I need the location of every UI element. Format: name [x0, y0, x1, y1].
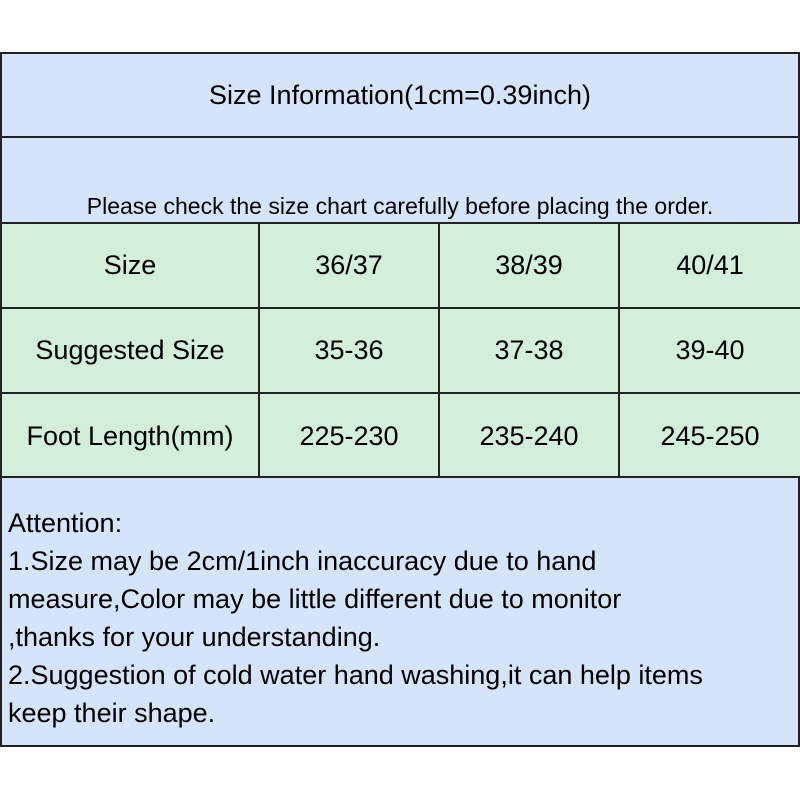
table-cell: 40/41	[618, 222, 800, 309]
attention-heading: Attention:	[8, 508, 123, 538]
attention-notes: Attention: 1.Size may be 2cm/1inch inacc…	[0, 476, 800, 747]
table-cell: 37-38	[438, 307, 620, 394]
chart-subtitle: Please check the size chart carefully be…	[0, 136, 800, 224]
attention-line: measure,Color may be little different du…	[8, 584, 622, 614]
table-cell: 39-40	[618, 307, 800, 394]
table-cell: 38/39	[438, 222, 620, 309]
table-cell: 36/37	[258, 222, 440, 309]
row-header-cell: Suggested Size	[0, 307, 260, 394]
attention-line: 1.Size may be 2cm/1inch inaccuracy due t…	[8, 546, 597, 576]
attention-line: 2.Suggestion of cold water hand washing,…	[8, 660, 703, 690]
table-cell: 235-240	[438, 392, 620, 480]
table-cell: 35-36	[258, 307, 440, 394]
attention-line: ,thanks for your understanding.	[8, 622, 381, 652]
table-cell: 225-230	[258, 392, 440, 480]
row-header-cell: Size	[0, 222, 260, 309]
table-cell: 245-250	[618, 392, 800, 480]
row-header-cell: Foot Length(mm)	[0, 392, 260, 480]
chart-title: Size Information(1cm=0.39inch)	[0, 52, 800, 138]
attention-line: keep their shape.	[8, 698, 216, 728]
